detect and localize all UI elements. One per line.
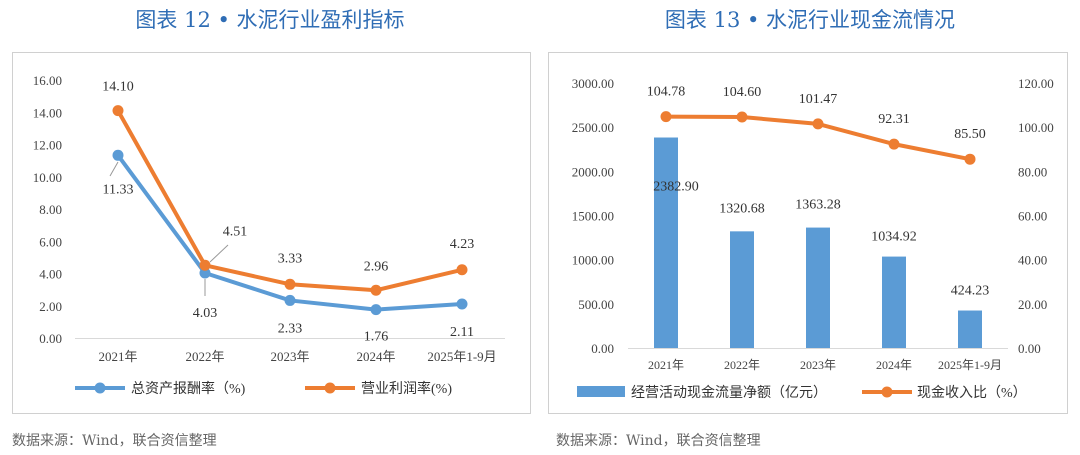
- chart-12-frame: [12, 52, 531, 414]
- legend-label: 总资产报酬率（%): [131, 380, 246, 397]
- data-point: [199, 267, 211, 279]
- bar: [654, 137, 678, 348]
- data-label: 1.76: [364, 330, 389, 345]
- data-point: [284, 294, 296, 306]
- x-tick-label: 2024年: [356, 349, 395, 364]
- y-tick-label: 2.00: [39, 299, 62, 314]
- data-label: 4.03: [193, 306, 218, 321]
- label-leader-line: [209, 244, 229, 263]
- y-tick-label: 4.00: [39, 267, 62, 282]
- data-point: [370, 304, 382, 316]
- bar-data-label: 424.23: [951, 284, 990, 299]
- legend-label: 经营活动现金流量净额（亿元）: [631, 385, 827, 401]
- data-point: [284, 278, 296, 290]
- x-tick-label: 2025年1-9月: [938, 358, 1002, 372]
- y-right-tick-label: 20.00: [1018, 297, 1047, 312]
- chart-12-source: 数据来源：Wind，联合资信整理: [12, 433, 217, 449]
- data-point: [199, 259, 211, 271]
- x-tick-label: 2021年: [98, 349, 137, 364]
- bar-data-label: 1320.68: [719, 201, 765, 216]
- y-left-tick-label: 1500.00: [572, 209, 614, 224]
- x-tick-label: 2024年: [876, 358, 912, 372]
- y-left-tick-label: 2000.00: [572, 164, 614, 179]
- data-label: 3.33: [278, 251, 303, 266]
- x-tick-label: 2025年1-9月: [427, 349, 496, 364]
- legend-bar-swatch: [577, 386, 625, 397]
- bar: [882, 256, 906, 348]
- bar: [730, 231, 754, 348]
- y-left-tick-label: 3000.00: [572, 76, 614, 91]
- data-point: [660, 111, 672, 123]
- bar-data-label: 1363.28: [795, 198, 841, 213]
- legend-label: 现金收入比（%）: [917, 385, 1027, 401]
- y-tick-label: 16.00: [33, 73, 62, 88]
- data-point: [888, 138, 900, 150]
- legend-marker: [94, 382, 106, 394]
- line-data-label: 92.31: [878, 112, 910, 127]
- x-tick-label: 2023年: [270, 349, 309, 364]
- legend-marker: [881, 386, 893, 398]
- line-data-label: 104.60: [723, 85, 762, 100]
- data-label: 2.96: [364, 259, 389, 274]
- data-point: [370, 284, 382, 296]
- data-point: [812, 118, 824, 130]
- y-left-tick-label: 500.00: [578, 297, 614, 312]
- x-tick-label: 2022年: [724, 358, 760, 372]
- chart-13-source: 数据来源：Wind，联合资信整理: [556, 433, 761, 449]
- chart-12-title: 图表 12 • 水泥行业盈利指标: [135, 8, 405, 32]
- legend-marker: [324, 382, 336, 394]
- line-data-label: 101.47: [799, 92, 838, 107]
- y-tick-label: 14.00: [33, 105, 62, 120]
- x-tick-label: 2023年: [800, 358, 836, 372]
- y-right-tick-label: 60.00: [1018, 209, 1047, 224]
- y-right-tick-label: 0.00: [1018, 341, 1041, 356]
- y-right-tick-label: 120.00: [1018, 76, 1054, 91]
- data-label: 4.51: [223, 224, 248, 239]
- bar: [806, 227, 830, 348]
- data-point: [456, 264, 468, 276]
- bar-data-label: 2382.90: [653, 180, 699, 195]
- data-point: [456, 298, 468, 310]
- data-label: 2.33: [278, 321, 303, 336]
- y-left-tick-label: 0.00: [591, 341, 614, 356]
- data-point: [112, 149, 124, 161]
- y-tick-label: 10.00: [33, 170, 62, 185]
- y-tick-label: 0.00: [39, 331, 62, 346]
- bar-data-label: 1034.92: [871, 230, 917, 245]
- data-point: [964, 153, 976, 165]
- y-right-tick-label: 100.00: [1018, 120, 1054, 135]
- data-point: [736, 111, 748, 123]
- y-left-tick-label: 1000.00: [572, 253, 614, 268]
- y-tick-label: 6.00: [39, 234, 62, 249]
- chart-13-frame: [548, 52, 1068, 414]
- data-label: 2.11: [450, 325, 474, 340]
- data-label: 4.23: [450, 237, 475, 252]
- y-right-tick-label: 80.00: [1018, 164, 1047, 179]
- line-data-label: 85.50: [954, 127, 986, 142]
- y-left-tick-label: 2500.00: [572, 120, 614, 135]
- data-label: 11.33: [103, 182, 134, 197]
- data-point: [112, 105, 124, 117]
- y-right-tick-label: 40.00: [1018, 253, 1047, 268]
- bar: [958, 310, 982, 348]
- line-data-label: 104.78: [647, 85, 686, 100]
- legend-label: 营业利润率(%): [361, 380, 452, 397]
- x-tick-label: 2022年: [185, 349, 224, 364]
- data-label: 14.10: [102, 80, 134, 95]
- y-tick-label: 8.00: [39, 202, 62, 217]
- chart-13-title: 图表 13 • 水泥行业现金流情况: [664, 8, 956, 32]
- y-tick-label: 12.00: [33, 138, 62, 153]
- x-tick-label: 2021年: [648, 358, 684, 372]
- label-leader-line: [109, 161, 119, 177]
